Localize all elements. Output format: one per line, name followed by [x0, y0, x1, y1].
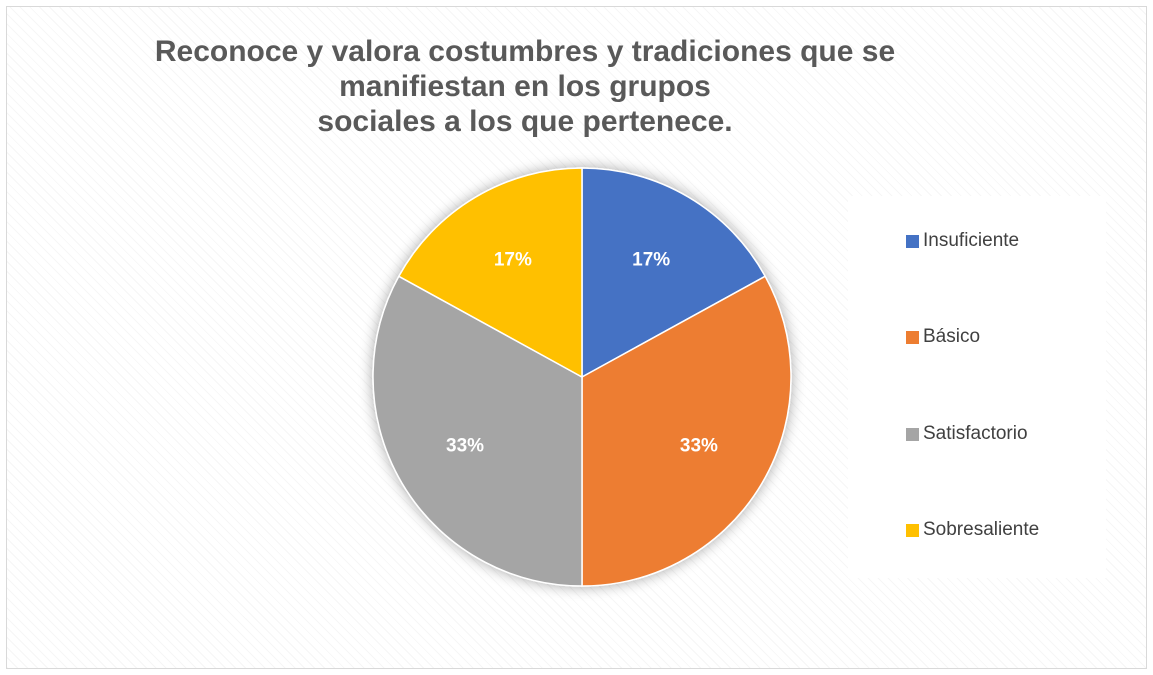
legend-item-satisfactorio: Satisfactorio: [906, 423, 1028, 445]
chart-title: Reconoce y valora costumbres y tradicion…: [60, 34, 990, 139]
pie-label-sobresaliente: 17%: [494, 250, 532, 271]
legend-swatch-insuficiente: [906, 234, 919, 248]
chart-title-line-2: manifiestan en los grupos: [339, 70, 711, 103]
chart-title-line-3: sociales a los que pertenece.: [317, 105, 733, 138]
legend-item-insuficiente: Insuficiente: [906, 230, 1019, 252]
pie-label-basico: 33%: [680, 436, 718, 457]
legend-label-insuficiente: Insuficiente: [923, 230, 1020, 251]
legend-swatch-basico: [906, 330, 919, 344]
pie-label-satisfactorio: 33%: [446, 436, 484, 457]
pie-slice-insuficiente: [581, 167, 767, 379]
legend-item-basico: Básico: [906, 326, 980, 348]
pie-slice-labels: 17% 33% 33% 17%: [446, 250, 718, 457]
pie-slices: [372, 167, 792, 587]
legend-label-satisfactorio: Satisfactorio: [923, 423, 1028, 444]
legend-swatch-satisfactorio: [906, 427, 919, 441]
pie-slice-satisfactorio: [372, 275, 583, 587]
legend-label-sobresaliente: Sobresaliente: [923, 519, 1040, 540]
legend-item-sobresaliente: Sobresaliente: [906, 519, 1039, 541]
pie-slice-basico: [581, 275, 792, 587]
legend-swatch-sobresaliente: [906, 523, 919, 537]
pie-label-insuficiente: 17%: [632, 250, 670, 271]
legend-label-basico: Básico: [923, 326, 981, 347]
chart-title-line-1: Reconoce y valora costumbres y tradicion…: [154, 35, 896, 68]
pie-slice-sobresaliente: [397, 167, 583, 379]
legend: Insuficiente Básico Satisfactorio Sobres…: [848, 196, 1106, 578]
